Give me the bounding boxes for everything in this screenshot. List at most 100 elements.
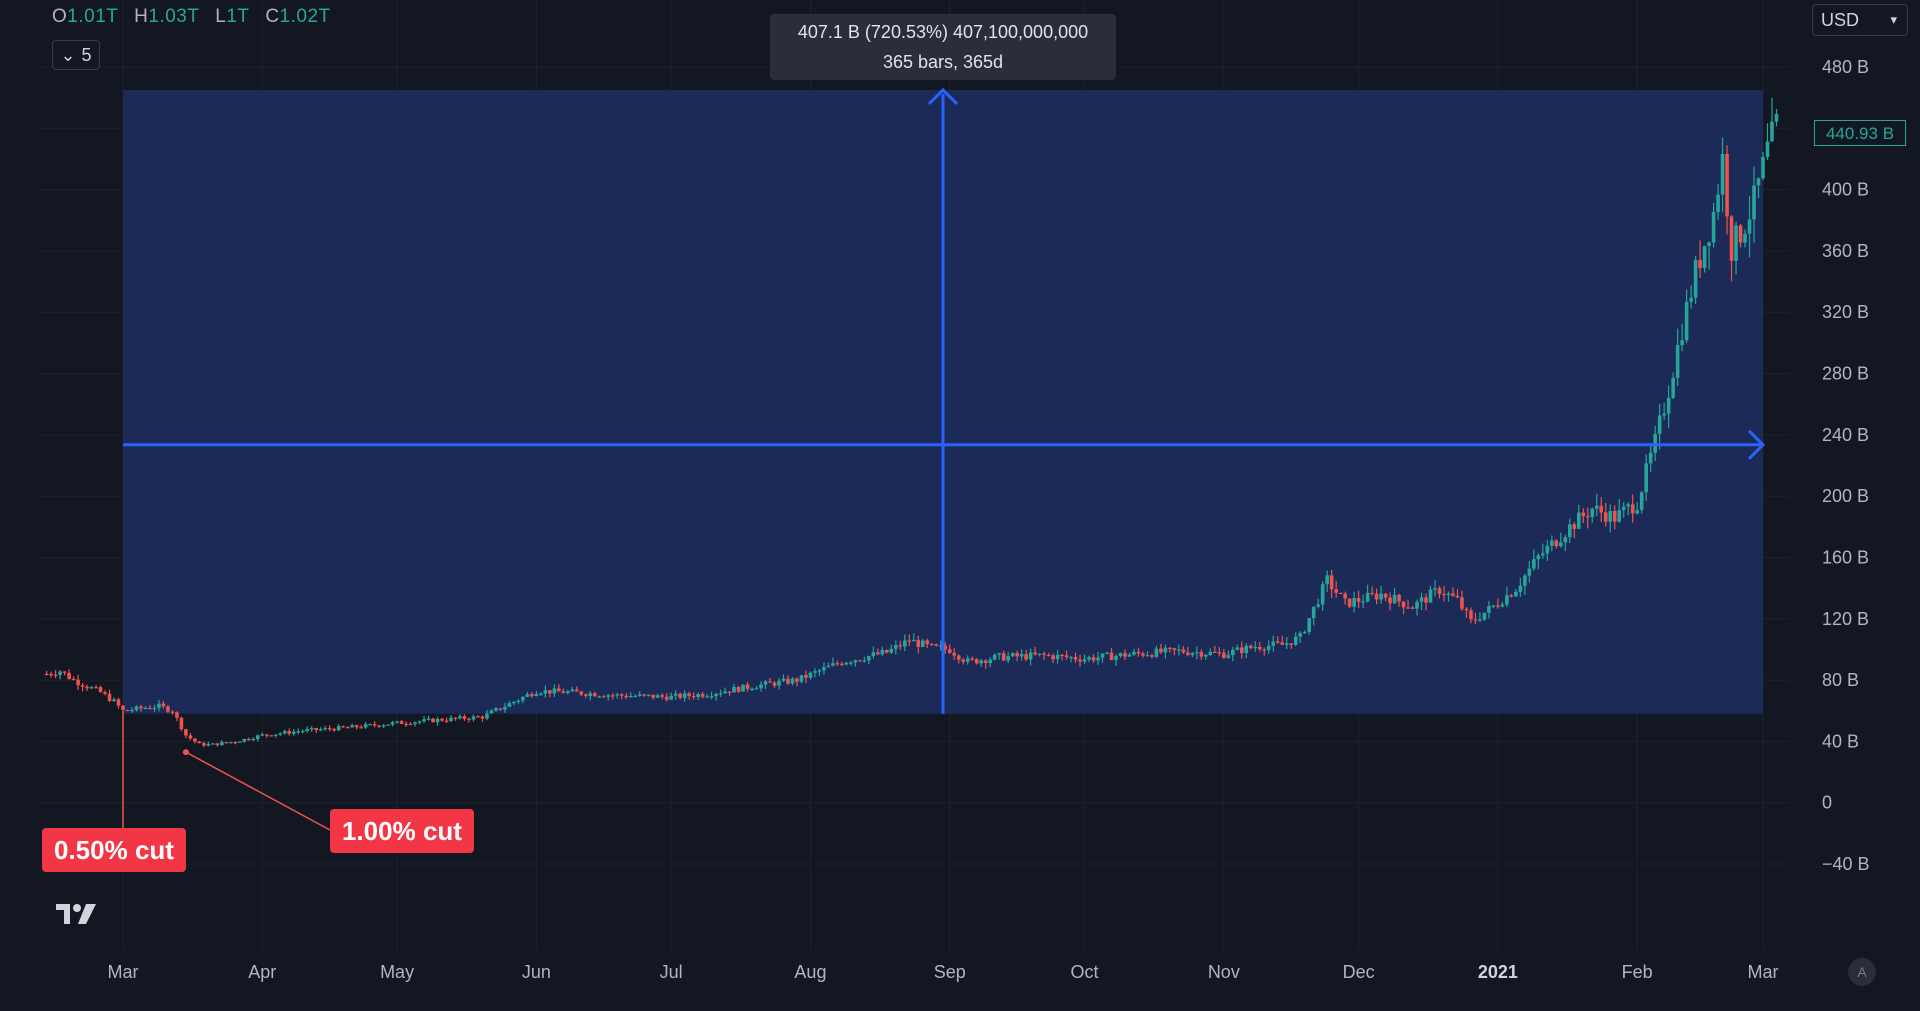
candle-body (1424, 597, 1428, 603)
candle-body (853, 660, 858, 663)
candle-body (179, 717, 184, 730)
candle-body (211, 743, 215, 745)
candle-body (1365, 592, 1370, 602)
candle-body (1576, 512, 1581, 529)
x-axis[interactable]: Mar Apr May Jun Jul Aug Sep Oct Nov Dec 2021 Feb Mar (108, 962, 1779, 982)
candle-body (408, 723, 413, 726)
candle-body (840, 663, 844, 665)
candle-body (660, 695, 664, 697)
candle-body (1253, 647, 1258, 649)
indicators-collapse-button[interactable]: ⌄ 5 (52, 40, 100, 70)
candle-body (1559, 542, 1563, 547)
candle-body (1585, 516, 1590, 518)
y-tick-label: 200 B (1822, 486, 1869, 506)
y-tick-label: 80 B (1822, 670, 1859, 690)
candle-body (628, 696, 633, 698)
candle-body (965, 658, 970, 662)
candle-body (229, 742, 233, 744)
candle-body (139, 706, 143, 709)
candle-body (516, 700, 521, 702)
candle-body (988, 659, 992, 664)
candle-body (440, 718, 444, 721)
candle-body (1271, 641, 1276, 646)
candle-body (1302, 631, 1307, 634)
candle-body (458, 716, 462, 719)
candle-body (363, 724, 368, 728)
candle-body (287, 731, 292, 734)
candle-body (1473, 619, 1478, 621)
candle-body (431, 718, 435, 723)
candle-body (907, 640, 912, 642)
candle-body (53, 674, 58, 676)
candle-body (278, 733, 283, 735)
annotation-050-cut[interactable]: 0.50% cut (42, 828, 186, 872)
candle-body (103, 692, 107, 694)
candle-body (1356, 598, 1361, 602)
candle-body (89, 687, 94, 689)
candle-body (687, 693, 691, 696)
candle-body (1100, 653, 1105, 658)
y-tick-label: 400 B (1822, 180, 1869, 200)
candle-body (1217, 652, 1222, 654)
candle-body (318, 729, 323, 731)
candle-body (1527, 568, 1532, 576)
candle-body (1572, 524, 1577, 529)
candle-body (885, 649, 889, 653)
candle-body (1621, 506, 1626, 511)
candle-body (961, 659, 966, 662)
candle-body (619, 694, 624, 696)
candle-body (1514, 591, 1518, 597)
candle-body (1720, 153, 1725, 195)
auto-scale-button[interactable]: A (1848, 958, 1876, 986)
candle-body (1159, 648, 1163, 653)
x-tick-label: May (380, 962, 414, 982)
annotation-100-cut[interactable]: 1.00% cut (330, 809, 474, 853)
candle-body (1752, 185, 1756, 220)
candle-body (494, 708, 498, 711)
x-tick-label: Dec (1343, 962, 1375, 982)
candle-body (1329, 575, 1334, 590)
candle-body (1046, 654, 1051, 657)
candle-body (49, 674, 53, 676)
candle-body (1711, 212, 1716, 243)
candle-body (1235, 647, 1240, 650)
candle-body (759, 684, 763, 689)
candle-body (395, 721, 399, 723)
candle-body (1168, 647, 1172, 649)
candle-body (1653, 433, 1657, 453)
ohlc-legend: O1.01T H1.03T L1T C1.02T (52, 6, 341, 28)
candle-body (1006, 656, 1010, 661)
candle-body (903, 640, 907, 647)
candle-body (983, 660, 988, 664)
candle-body (1419, 597, 1424, 602)
candle-body (1307, 618, 1311, 632)
candle-body (1343, 593, 1347, 599)
candle-body (80, 685, 85, 687)
candle-body (1190, 653, 1195, 655)
y-tick-label: 40 B (1822, 731, 1859, 751)
candle-body (1118, 653, 1123, 656)
candle-body (1316, 604, 1320, 607)
candle-body (732, 686, 736, 693)
candle-body (1069, 657, 1073, 659)
candle-body (152, 707, 157, 710)
candle-body (206, 743, 211, 746)
candle-body (413, 722, 417, 725)
candle-body (790, 678, 795, 684)
candle-body (1096, 657, 1100, 661)
candle-body (1648, 452, 1653, 464)
candle-body (453, 717, 458, 719)
currency-selector[interactable]: USD ▾ (1812, 4, 1908, 36)
candle-body (1599, 505, 1604, 513)
candle-body (1725, 153, 1729, 217)
candle-body (269, 735, 274, 737)
candle-body (134, 706, 139, 710)
candle-body (1172, 648, 1177, 650)
candle-body (709, 696, 714, 698)
candle-body (1145, 655, 1150, 657)
candle-body (633, 695, 638, 698)
candle-body (1383, 593, 1388, 598)
